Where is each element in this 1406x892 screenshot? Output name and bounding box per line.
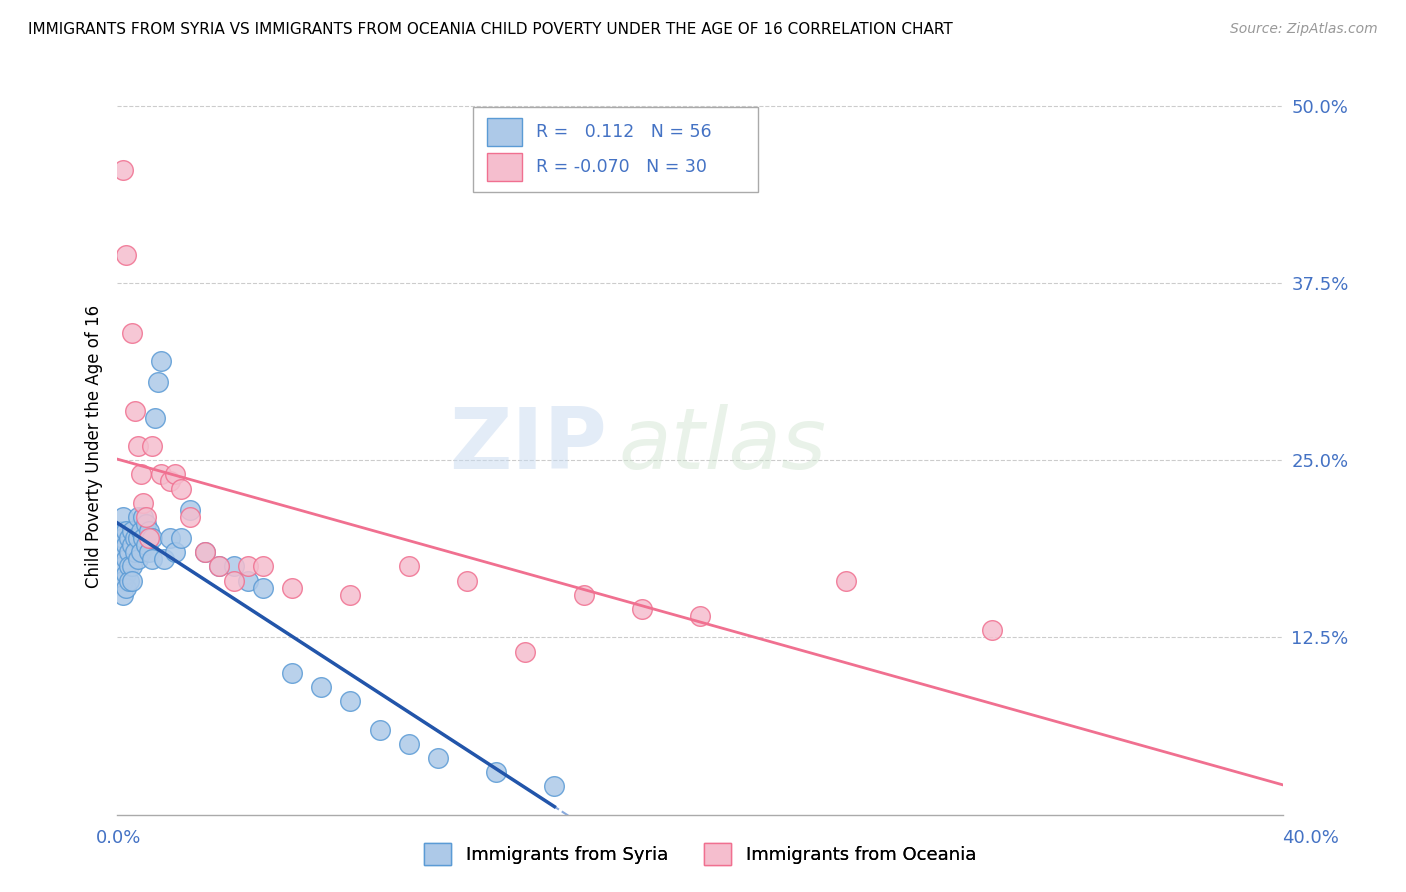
Point: [149, 354, 172, 368]
Point: [194, 545, 217, 559]
Point: [127, 552, 149, 566]
Point: [115, 524, 138, 538]
Point: [132, 531, 155, 545]
Point: [149, 467, 172, 482]
Point: [426, 751, 449, 765]
Point: [339, 588, 361, 602]
Point: [631, 602, 654, 616]
Text: ZIP: ZIP: [449, 404, 607, 488]
Point: [146, 375, 169, 389]
Point: [398, 559, 420, 574]
Point: [153, 552, 176, 566]
Point: [515, 644, 537, 658]
Point: [456, 574, 478, 588]
Point: [141, 439, 163, 453]
Point: [111, 162, 134, 177]
Bar: [486, 153, 522, 181]
Bar: [486, 118, 522, 146]
Point: [108, 545, 131, 559]
Point: [485, 765, 508, 780]
Point: [118, 531, 141, 545]
Point: [222, 574, 245, 588]
Point: [835, 574, 858, 588]
Point: [115, 566, 138, 581]
Point: [108, 524, 131, 538]
Point: [398, 737, 420, 751]
Point: [121, 559, 143, 574]
Point: [132, 509, 155, 524]
Point: [179, 509, 201, 524]
Point: [135, 538, 157, 552]
Point: [135, 509, 157, 524]
Point: [980, 624, 1002, 638]
Point: [170, 531, 193, 545]
Point: [165, 545, 187, 559]
Point: [115, 552, 138, 566]
Point: [111, 531, 134, 545]
Point: [170, 482, 193, 496]
Point: [238, 559, 260, 574]
Text: IMMIGRANTS FROM SYRIA VS IMMIGRANTS FROM OCEANIA CHILD POVERTY UNDER THE AGE OF : IMMIGRANTS FROM SYRIA VS IMMIGRANTS FROM…: [28, 22, 953, 37]
Point: [222, 559, 245, 574]
Point: [143, 410, 166, 425]
Point: [208, 559, 231, 574]
Point: [208, 559, 231, 574]
Point: [129, 545, 152, 559]
Text: atlas: atlas: [619, 404, 827, 488]
Point: [179, 503, 201, 517]
Point: [121, 538, 143, 552]
Point: [689, 609, 711, 624]
Point: [165, 467, 187, 482]
Point: [115, 581, 138, 595]
Point: [129, 467, 152, 482]
Point: [159, 531, 181, 545]
Point: [141, 531, 163, 545]
Text: 0.0%: 0.0%: [96, 829, 141, 847]
Text: Source: ZipAtlas.com: Source: ZipAtlas.com: [1230, 22, 1378, 37]
Point: [368, 723, 391, 737]
Point: [281, 665, 304, 680]
Text: R = -0.070   N = 30: R = -0.070 N = 30: [536, 158, 707, 176]
Point: [138, 524, 160, 538]
Point: [111, 559, 134, 574]
Point: [124, 531, 146, 545]
Point: [194, 545, 217, 559]
Point: [129, 524, 152, 538]
Point: [138, 545, 160, 559]
Point: [281, 581, 304, 595]
Point: [118, 574, 141, 588]
Point: [339, 694, 361, 708]
Text: R =   0.112   N = 56: R = 0.112 N = 56: [536, 123, 711, 141]
Point: [111, 509, 134, 524]
Point: [118, 545, 141, 559]
Point: [118, 559, 141, 574]
Point: [127, 439, 149, 453]
Point: [124, 403, 146, 417]
Point: [572, 588, 595, 602]
Point: [543, 779, 565, 793]
Point: [111, 574, 134, 588]
Point: [115, 247, 138, 261]
Point: [252, 581, 274, 595]
Point: [135, 516, 157, 531]
Point: [115, 538, 138, 552]
Point: [159, 475, 181, 489]
Point: [127, 509, 149, 524]
Point: [252, 559, 274, 574]
Legend: Immigrants from Syria, Immigrants from Oceania: Immigrants from Syria, Immigrants from O…: [418, 836, 983, 871]
FancyBboxPatch shape: [472, 107, 758, 192]
Point: [121, 574, 143, 588]
Text: 40.0%: 40.0%: [1282, 829, 1339, 847]
Point: [124, 545, 146, 559]
Point: [111, 588, 134, 602]
Point: [121, 326, 143, 340]
Point: [127, 531, 149, 545]
Point: [309, 680, 332, 694]
Point: [238, 574, 260, 588]
Point: [132, 496, 155, 510]
Point: [121, 524, 143, 538]
Y-axis label: Child Poverty Under the Age of 16: Child Poverty Under the Age of 16: [86, 304, 103, 588]
Point: [138, 531, 160, 545]
Point: [141, 552, 163, 566]
